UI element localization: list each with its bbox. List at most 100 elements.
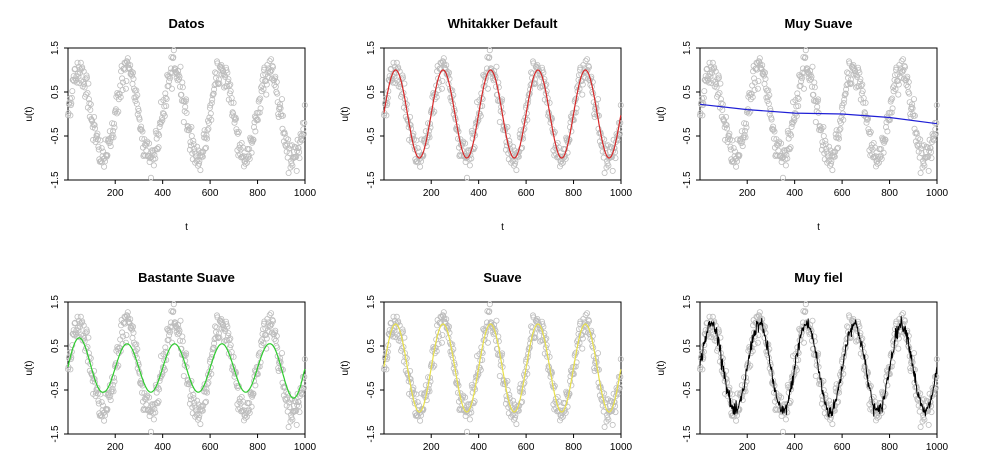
data-point [717, 96, 724, 103]
data-point [897, 322, 904, 329]
data-point [446, 329, 453, 336]
data-point [570, 117, 577, 124]
data-point [617, 356, 624, 363]
data-point [518, 399, 525, 406]
data-point [906, 90, 913, 97]
data-point [488, 319, 495, 326]
x-tick-label: 600 [518, 188, 535, 199]
data-point [701, 88, 708, 95]
data-point [902, 64, 909, 71]
data-point [221, 84, 228, 91]
data-point [541, 330, 548, 337]
data-point [407, 375, 414, 382]
data-point [130, 75, 137, 82]
data-point [162, 344, 169, 351]
data-point [716, 90, 723, 97]
data-point [725, 133, 732, 140]
data-point [699, 112, 706, 119]
data-point [168, 54, 175, 61]
data-point [152, 409, 159, 416]
data-point [174, 77, 181, 84]
data-point [124, 309, 131, 316]
data-point [595, 125, 602, 132]
y-axis-label: u(t) [656, 107, 667, 122]
data-point [277, 101, 284, 108]
data-point [800, 339, 807, 346]
data-point [113, 110, 120, 117]
fit-line [699, 103, 938, 125]
data-point [144, 392, 151, 399]
data-point [853, 84, 860, 91]
data-point [182, 103, 189, 110]
data-point [138, 126, 145, 133]
data-point [296, 155, 303, 162]
data-point [494, 91, 501, 98]
data-point [815, 96, 822, 103]
data-point [110, 134, 117, 141]
data-point [187, 393, 194, 400]
x-tick-label: 800 [565, 188, 582, 199]
data-point [156, 123, 163, 130]
data-point [847, 81, 854, 88]
x-tick-label: 200 [107, 442, 124, 453]
data-point [143, 401, 150, 408]
data-point [74, 59, 81, 66]
data-point [146, 158, 153, 165]
data-point [776, 138, 783, 145]
data-point [134, 92, 141, 99]
data-point [778, 158, 785, 165]
data-point [794, 90, 801, 97]
data-point [486, 54, 493, 61]
data-point [730, 145, 737, 152]
data-point [918, 150, 925, 157]
data-point [224, 323, 231, 330]
data-point [836, 135, 843, 142]
x-tick-label: 200 [423, 442, 440, 453]
data-point [576, 340, 583, 347]
data-point [136, 116, 143, 123]
data-point [263, 81, 270, 88]
data-point [300, 130, 307, 137]
data-point [812, 119, 819, 126]
data-point [195, 160, 202, 167]
data-point [764, 351, 771, 358]
data-point [867, 128, 874, 135]
data-point [170, 308, 177, 315]
data-point [68, 94, 75, 101]
data-point [130, 329, 137, 336]
data-point [94, 130, 101, 137]
data-point [780, 174, 787, 181]
data-point [878, 155, 885, 162]
data-point [183, 109, 190, 116]
data-point [483, 319, 490, 326]
data-point [802, 308, 809, 315]
data-point [289, 162, 296, 169]
data-point [174, 331, 181, 338]
data-point [454, 135, 461, 142]
x-tick-label: 800 [881, 188, 898, 199]
data-point [398, 345, 405, 352]
data-point [738, 140, 745, 147]
data-point [782, 162, 789, 169]
data-point [289, 416, 296, 423]
data-point [584, 56, 591, 63]
data-point [835, 144, 842, 151]
data-point [775, 147, 782, 154]
data-point [167, 65, 174, 72]
x-axis-label: t [817, 222, 820, 233]
data-point [263, 91, 270, 98]
data-point [268, 310, 275, 317]
data-point [780, 428, 787, 435]
data-point [224, 69, 231, 76]
x-tick-label: 1000 [926, 188, 949, 199]
data-point [549, 369, 556, 376]
data-point [129, 326, 136, 333]
data-point [495, 338, 502, 345]
data-point [265, 68, 272, 75]
data-point [786, 145, 793, 152]
data-point [417, 163, 424, 170]
data-point [254, 117, 261, 124]
data-point [512, 414, 519, 421]
data-point [292, 144, 299, 151]
data-point [582, 311, 589, 318]
